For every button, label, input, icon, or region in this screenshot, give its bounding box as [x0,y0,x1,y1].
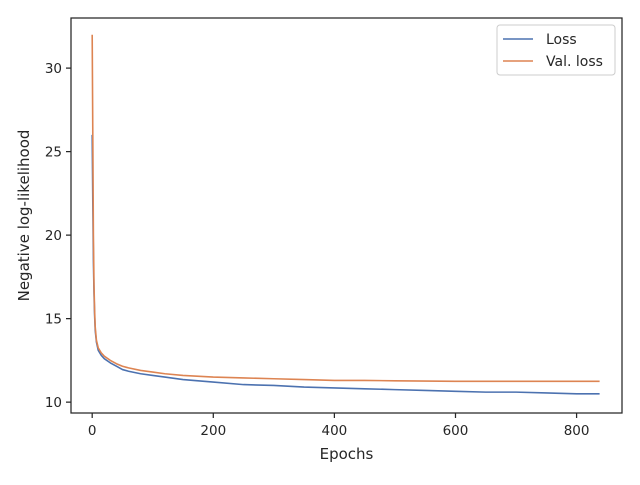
x-tick-label: 200 [200,423,226,439]
x-tick-label: 600 [443,423,469,439]
legend-label: Val. loss [546,54,603,70]
plot-frame [70,17,623,414]
x-axis-label: Epochs [320,445,374,463]
x-tick-label: 0 [88,423,97,439]
legend-label: Loss [546,32,577,48]
y-tick-label: 30 [45,61,62,77]
y-tick-label: 20 [45,228,62,244]
plot-area [71,18,622,413]
y-tick-label: 15 [45,312,62,328]
y-tick-label: 25 [45,145,62,161]
y-tick-label: 10 [45,395,62,411]
series-layer [91,34,600,395]
y-axis-label: Negative log-likelihood [15,130,33,302]
series-line-val-loss [91,34,600,383]
x-tick-label: 400 [321,423,347,439]
x-tick-label: 800 [564,423,590,439]
axes-layer: 0 200 400 600 800 10 15 20 25 30 [45,61,590,439]
legend: Loss Val. loss [496,24,616,76]
legend-box [496,24,616,76]
